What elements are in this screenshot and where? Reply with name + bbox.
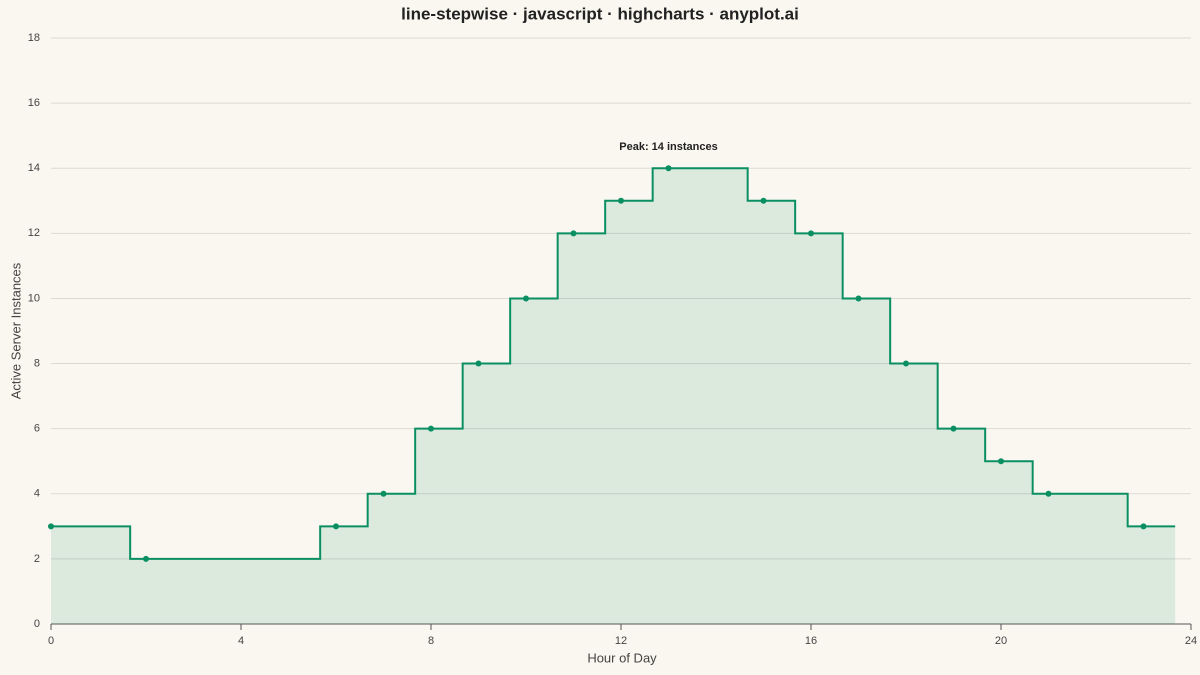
marker bbox=[1045, 490, 1052, 497]
y-tick-label: 2 bbox=[34, 553, 40, 565]
marker bbox=[428, 425, 434, 432]
y-tick-label: 6 bbox=[34, 423, 40, 435]
marker bbox=[808, 230, 814, 237]
marker bbox=[48, 523, 54, 530]
marker bbox=[143, 555, 149, 562]
step-line bbox=[51, 167, 1176, 560]
marker bbox=[475, 360, 482, 367]
y-tick-label: 0 bbox=[34, 618, 40, 630]
chart-title: line-stepwise · javascript · highcharts … bbox=[401, 4, 799, 23]
y-tick-label: 16 bbox=[28, 97, 40, 109]
marker bbox=[903, 360, 909, 367]
marker bbox=[855, 295, 862, 302]
x-tick-label: 0 bbox=[48, 635, 54, 647]
y-tick-label: 12 bbox=[28, 227, 40, 239]
area bbox=[51, 168, 1176, 624]
marker bbox=[523, 295, 529, 302]
x-axis-label: Hour of Day bbox=[587, 650, 657, 665]
y-tick-label: 18 bbox=[28, 32, 40, 44]
marker bbox=[1140, 523, 1147, 530]
x-tick-label: 8 bbox=[428, 635, 434, 647]
x-tick-label: 16 bbox=[805, 635, 817, 647]
marker bbox=[760, 197, 767, 204]
y-tick-label: 10 bbox=[28, 292, 40, 304]
annotation: Peak: 14 instances bbox=[619, 141, 717, 153]
marker bbox=[570, 230, 577, 237]
y-tick-label: 4 bbox=[34, 488, 40, 500]
x-tick-label: 24 bbox=[1185, 635, 1197, 647]
marker bbox=[998, 458, 1004, 465]
marker bbox=[333, 523, 339, 530]
marker bbox=[950, 425, 957, 432]
marker bbox=[380, 490, 387, 497]
y-tick-label: 8 bbox=[34, 357, 40, 369]
x-tick-label: 12 bbox=[615, 635, 627, 647]
y-axis-label: Active Server Instances bbox=[8, 262, 23, 399]
marker bbox=[618, 197, 624, 204]
x-tick-label: 20 bbox=[995, 635, 1007, 647]
y-tick-label: 14 bbox=[28, 162, 40, 174]
marker bbox=[665, 165, 672, 172]
x-tick-label: 4 bbox=[238, 635, 244, 647]
